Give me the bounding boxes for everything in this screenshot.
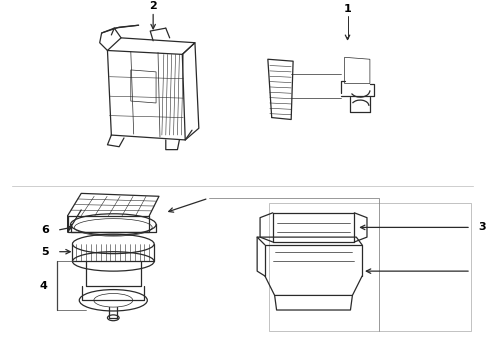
Text: 3: 3 xyxy=(479,222,487,233)
Text: 5: 5 xyxy=(42,247,49,257)
Text: 2: 2 xyxy=(149,1,157,11)
Text: 4: 4 xyxy=(39,281,47,291)
Text: 6: 6 xyxy=(41,225,49,235)
Text: 1: 1 xyxy=(343,4,351,14)
